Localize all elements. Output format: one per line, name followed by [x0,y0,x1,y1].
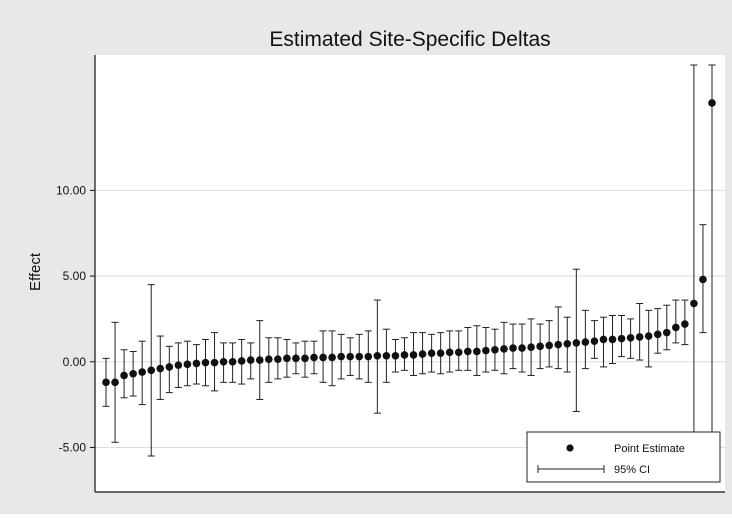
point-estimate [463,347,472,356]
point-estimate [635,333,644,341]
point-estimate [165,363,174,371]
point-estimate [454,348,463,357]
point-estimate [536,342,544,351]
point-estimate [228,357,237,366]
point-estimate [626,333,635,342]
point-estimate [391,351,400,360]
point-estimate [237,357,246,365]
point-estimate [644,332,653,340]
legend-point-label: Point Estimate [614,443,685,455]
point-estimate [319,353,327,362]
point-estimate [527,343,535,351]
point-estimate [418,350,427,358]
y-axis-label: Effect [27,252,44,291]
point-estimate [473,347,481,356]
point-estimate [346,352,355,361]
point-estimate [608,335,617,344]
y-tick-label: -5.00 [59,440,87,454]
point-estimate [147,366,156,375]
point-estimate [246,356,255,364]
chart-title: Estimated Site-Specific Deltas [269,28,550,51]
point-estimate [265,355,273,363]
legend-point-marker [566,444,574,452]
point-estimate [183,360,192,369]
point-estimate [301,354,309,363]
point-estimate [210,358,219,367]
point-estimate [554,340,563,349]
point-estimate [590,337,599,345]
legend: Point Estimate 95% CI [526,431,721,483]
point-estimate [201,358,210,367]
point-estimate [708,99,716,107]
point-estimate [572,339,581,347]
point-estimate [156,364,165,373]
point-estimate [690,299,698,308]
y-ticks: -5.00 0.00 5.00 10.00 [56,183,95,454]
point-estimate [436,349,445,357]
point-estimate [581,338,590,346]
point-estimate [102,378,110,387]
plot-area [95,55,725,492]
point-estimate [409,351,418,359]
point-estimate [373,351,382,360]
point-estimate [274,355,282,363]
point-estimate [192,359,201,368]
point-estimate [364,352,373,361]
point-estimates [102,99,716,387]
y-tick-label: 10.00 [56,183,86,197]
point-estimate [328,353,336,362]
point-estimate [617,334,626,343]
point-estimate [681,320,689,328]
y-tick-label: 0.00 [63,355,87,369]
point-estimate [292,354,300,363]
point-estimate [283,354,291,363]
point-estimate [111,378,119,387]
point-estimate [545,341,553,350]
legend-ci-label: 95% CI [614,464,650,476]
point-estimate [672,323,680,332]
point-estimate [563,339,572,348]
point-estimate [427,349,436,357]
point-estimate [337,352,345,361]
point-estimate [310,353,318,362]
point-estimate [599,335,608,344]
point-estimate [482,346,490,355]
point-estimate [445,348,454,357]
point-estimate [129,369,137,378]
point-estimate [355,352,364,361]
point-estimate [518,344,526,352]
point-estimate [255,356,264,364]
legend-box [526,431,721,483]
point-estimate [120,371,128,380]
point-estimate [138,368,146,376]
point-estimate [382,351,391,360]
y-tick-label: 5.00 [63,269,87,283]
point-estimate [219,357,228,366]
point-estimate [699,275,707,284]
point-estimate [491,345,499,354]
point-estimate [509,344,517,352]
point-estimate [400,351,409,359]
point-estimate [174,361,183,369]
point-estimate [653,330,662,339]
point-estimate [500,345,508,353]
point-estimate [662,328,671,337]
